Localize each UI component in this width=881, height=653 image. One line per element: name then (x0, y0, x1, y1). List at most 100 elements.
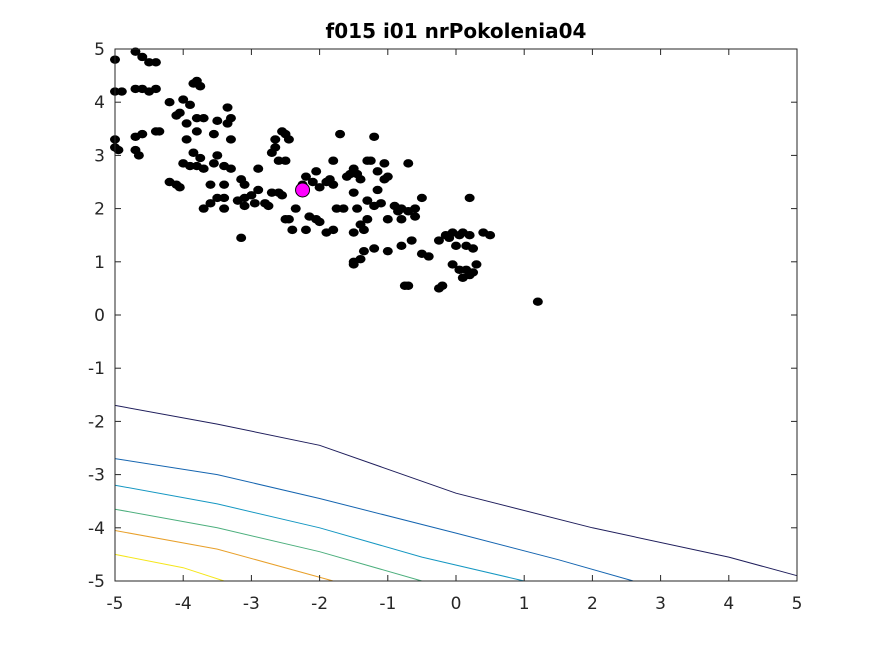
data-point (185, 100, 196, 110)
data-point (270, 143, 281, 152)
data-point (382, 215, 393, 224)
data-point (150, 58, 161, 67)
data-point (365, 156, 376, 165)
data-point (130, 47, 141, 56)
y-tick-label: -1 (88, 359, 105, 379)
data-point (447, 260, 458, 269)
data-point (195, 153, 206, 163)
data-point (253, 164, 264, 173)
data-point (219, 180, 230, 189)
data-point (433, 284, 444, 293)
data-point (485, 231, 496, 240)
x-tick-label: -4 (175, 594, 192, 614)
contour-line-4 (114, 530, 334, 582)
plot-background (115, 49, 797, 581)
x-tick-label: 3 (655, 594, 666, 614)
data-point (338, 204, 349, 213)
x-tick-label: 2 (587, 594, 598, 614)
data-point (212, 151, 223, 160)
data-point (181, 119, 192, 128)
x-tick-label: -3 (243, 594, 260, 614)
data-point (208, 159, 219, 168)
data-point (287, 225, 298, 235)
data-point (379, 159, 390, 168)
data-point (464, 270, 475, 280)
data-point (198, 204, 209, 213)
contour-lines (114, 404, 798, 582)
data-point (198, 113, 209, 123)
data-point (352, 204, 363, 213)
y-tick-label: 0 (94, 306, 105, 326)
data-point (433, 236, 444, 245)
data-point (406, 236, 417, 245)
data-point (188, 148, 199, 157)
data-point (283, 135, 294, 144)
data-point (198, 164, 209, 173)
data-point (236, 233, 247, 243)
data-point (321, 228, 332, 237)
data-point (277, 191, 288, 200)
data-point (423, 252, 434, 261)
x-tick-label: 0 (451, 594, 462, 614)
data-point (208, 129, 219, 139)
data-point (150, 84, 161, 94)
data-point (328, 156, 339, 165)
contour-line-5 (114, 553, 225, 582)
data-point (410, 212, 421, 221)
data-point (300, 225, 311, 235)
data-point (154, 127, 165, 136)
data-points (110, 47, 543, 306)
data-point (246, 191, 257, 200)
data-point (283, 215, 294, 224)
data-point (348, 188, 359, 197)
data-point (205, 199, 216, 208)
y-tick-label: 5 (94, 40, 105, 60)
data-point (178, 95, 189, 104)
data-point (191, 127, 202, 136)
data-point (174, 183, 185, 192)
data-point (464, 193, 475, 203)
data-point (181, 135, 192, 144)
data-point (311, 167, 322, 176)
data-point (399, 281, 410, 290)
data-point (471, 260, 482, 269)
data-point (171, 111, 182, 120)
x-axis-ticks: -5 -4 -3 -2 -1 0 1 2 3 4 5 (107, 49, 803, 614)
data-point (219, 193, 230, 203)
y-tick-label: 3 (94, 146, 105, 166)
data-point (195, 82, 206, 91)
contour-line-2 (114, 484, 525, 582)
data-point (403, 159, 414, 168)
data-point (307, 177, 318, 187)
data-point (239, 180, 250, 189)
data-point (393, 207, 404, 216)
data-point (113, 145, 124, 155)
data-point (451, 241, 461, 251)
data-point (205, 180, 216, 189)
data-point (335, 129, 346, 139)
data-point (358, 246, 369, 256)
data-point (348, 260, 359, 269)
y-tick-label: 1 (94, 253, 105, 273)
data-point (239, 201, 250, 211)
data-point (362, 215, 373, 224)
data-point (375, 199, 386, 208)
x-tick-label: 5 (792, 594, 803, 614)
data-point (270, 135, 281, 144)
data-point (532, 297, 543, 306)
x-tick-label: 1 (519, 594, 530, 614)
data-point (355, 175, 366, 184)
y-tick-label: -5 (88, 572, 105, 592)
y-tick-label: -2 (88, 412, 105, 432)
data-point (290, 204, 301, 213)
data-point (225, 164, 236, 173)
data-point (396, 215, 407, 224)
data-point (164, 98, 175, 107)
data-point (372, 185, 383, 195)
data-point (222, 119, 233, 128)
x-tick-label: -2 (311, 594, 328, 614)
y-axis-ticks: -5 -4 -3 -2 -1 0 1 2 3 4 5 (88, 40, 797, 592)
data-point (362, 196, 373, 205)
y-tick-label: -3 (88, 466, 105, 486)
